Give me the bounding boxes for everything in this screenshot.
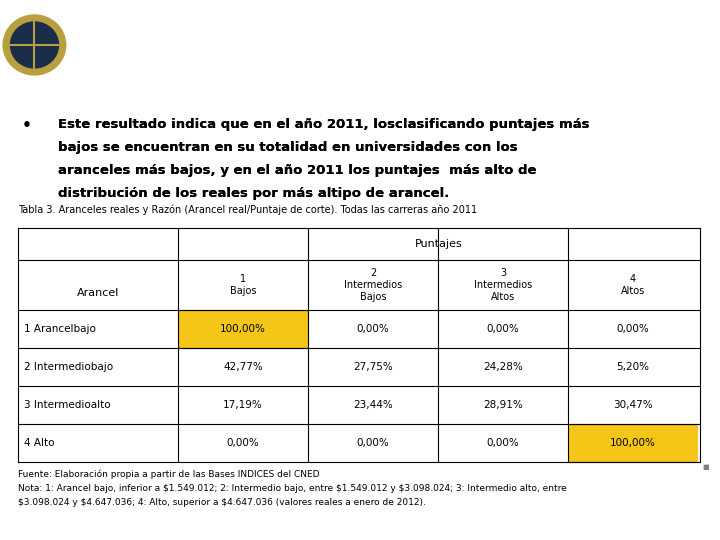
Bar (568, 424, 698, 462)
Text: aranceles más bajos, y en el año 2011 los puntajes  más alto de: aranceles más bajos, y en el año 2011 lo… (58, 164, 537, 177)
Circle shape (3, 15, 66, 75)
Text: 5,20%: 5,20% (616, 362, 649, 372)
Text: 3 Intermedioalto: 3 Intermedioalto (24, 400, 111, 410)
Text: bajos se encuentran en su totalidad en universidades con los: bajos se encuentran en su totalidad en u… (58, 141, 518, 154)
Text: Este resultado indica que en el año 2011, losclasificando puntajes más: Este resultado indica que en el año 2011… (58, 118, 590, 131)
Text: distribución de los reales por más altipo de arancel.: distribución de los reales por más altip… (58, 187, 449, 200)
Text: 4
Altos: 4 Altos (621, 274, 645, 296)
Text: 0,00%: 0,00% (356, 324, 390, 334)
Text: aranceles más bajos, y en el año 2011 los puntajes  más alto de: aranceles más bajos, y en el año 2011 lo… (58, 164, 536, 177)
Text: 1 Arancelbajo: 1 Arancelbajo (24, 324, 96, 334)
Text: 24,28%: 24,28% (483, 362, 523, 372)
Text: 0,00%: 0,00% (487, 438, 519, 448)
Text: 4 Alto: 4 Alto (24, 438, 55, 448)
Text: 2 Intermediobajo: 2 Intermediobajo (24, 362, 113, 372)
Text: •: • (22, 118, 32, 133)
Text: Tabla 3. Aranceles reales y Razón (Arancel real/Puntaje de corte). Todas las car: Tabla 3. Aranceles reales y Razón (Aranc… (18, 205, 477, 215)
Text: 28,91%: 28,91% (483, 400, 523, 410)
Text: bajos se encuentran en su totalidad en universidades con los: bajos se encuentran en su totalidad en u… (58, 141, 518, 154)
Text: 27,75%: 27,75% (353, 362, 393, 372)
Bar (178, 310, 308, 348)
Text: ■: ■ (702, 464, 708, 470)
Text: Arancel: Arancel (77, 288, 120, 298)
Text: 42,77%: 42,77% (223, 362, 263, 372)
Text: Nota: 1: Arancel bajo, inferior a $1.549.012; 2: Intermedio bajo, entre $1.549.0: Nota: 1: Arancel bajo, inferior a $1.549… (18, 484, 567, 493)
Text: Fuente: Elaboración propia a partir de las Bases INDICES del CNED: Fuente: Elaboración propia a partir de l… (18, 470, 320, 480)
Text: 0,00%: 0,00% (356, 438, 390, 448)
Text: Puntajes: Puntajes (415, 239, 463, 249)
Text: 1
Bajos: 1 Bajos (230, 274, 256, 296)
Text: 0,00%: 0,00% (227, 438, 259, 448)
Text: 2
Intermedios
Bajos: 2 Intermedios Bajos (344, 267, 402, 302)
Text: 100,00%: 100,00% (220, 324, 266, 334)
Text: 0,00%: 0,00% (616, 324, 649, 334)
Text: 3
Intermedios
Altos: 3 Intermedios Altos (474, 267, 532, 302)
Text: 30,47%: 30,47% (613, 400, 653, 410)
Text: distribución de los reales por más altipo de arancel.: distribución de los reales por más altip… (58, 187, 450, 200)
Circle shape (10, 22, 58, 68)
Text: Este resultado indica que en el año 2011, losclasificando puntajes más: Este resultado indica que en el año 2011… (58, 118, 590, 131)
Text: 23,44%: 23,44% (353, 400, 393, 410)
Text: $3.098.024 y $4.647.036; 4: Alto, superior a $4.647.036 (valores reales a enero : $3.098.024 y $4.647.036; 4: Alto, superi… (18, 498, 426, 507)
Text: 100,00%: 100,00% (610, 438, 656, 448)
Text: 17,19%: 17,19% (223, 400, 263, 410)
Text: SOCIEDAD
CHILENA DE
POLÍTICAS
PÚBLICAS: SOCIEDAD CHILENA DE POLÍTICAS PÚBLICAS (70, 20, 109, 46)
Text: 0,00%: 0,00% (487, 324, 519, 334)
